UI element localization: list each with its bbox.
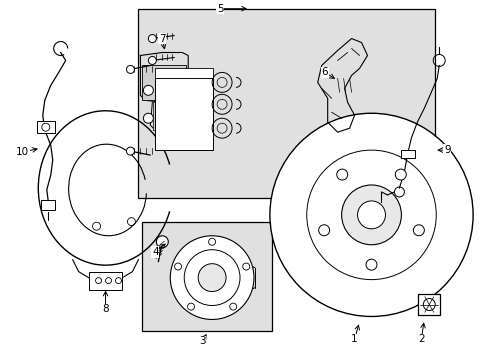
Bar [401, 150, 414, 158]
Text: 7: 7 [159, 33, 165, 44]
Bar [155, 78, 213, 150]
Circle shape [170, 236, 253, 319]
Circle shape [269, 113, 472, 316]
Circle shape [208, 238, 215, 245]
Bar [142, 222, 271, 332]
Circle shape [394, 169, 406, 180]
Text: 4: 4 [152, 247, 158, 257]
Bar [88, 272, 122, 289]
Circle shape [229, 303, 236, 310]
Text: 8: 8 [102, 305, 109, 315]
Bar [37, 121, 55, 133]
Circle shape [357, 201, 385, 229]
Bar [155, 68, 213, 78]
Circle shape [242, 263, 249, 270]
Circle shape [306, 150, 435, 280]
Circle shape [115, 278, 121, 284]
Text: 3: 3 [199, 336, 205, 346]
Circle shape [126, 147, 134, 155]
Bar [142, 66, 186, 100]
Bar [41, 200, 55, 210]
Circle shape [412, 225, 424, 236]
Circle shape [198, 264, 225, 292]
Circle shape [336, 169, 347, 180]
Bar [138, 9, 434, 198]
Circle shape [148, 57, 156, 64]
Circle shape [366, 259, 376, 270]
Text: 9: 9 [443, 145, 449, 155]
Bar [417, 293, 439, 315]
Text: 6: 6 [321, 67, 327, 77]
Text: 2: 2 [417, 334, 424, 345]
Text: 5: 5 [216, 4, 223, 14]
Circle shape [105, 278, 111, 284]
Circle shape [126, 66, 134, 73]
Circle shape [184, 250, 240, 306]
Circle shape [143, 85, 153, 95]
Circle shape [341, 185, 401, 245]
Circle shape [143, 113, 153, 123]
Bar [153, 102, 193, 130]
Circle shape [156, 236, 168, 248]
Circle shape [187, 303, 194, 310]
Text: 10: 10 [16, 147, 29, 157]
Circle shape [148, 35, 156, 42]
Circle shape [95, 278, 102, 284]
Circle shape [318, 225, 329, 236]
Text: 1: 1 [350, 334, 357, 345]
Circle shape [174, 263, 181, 270]
